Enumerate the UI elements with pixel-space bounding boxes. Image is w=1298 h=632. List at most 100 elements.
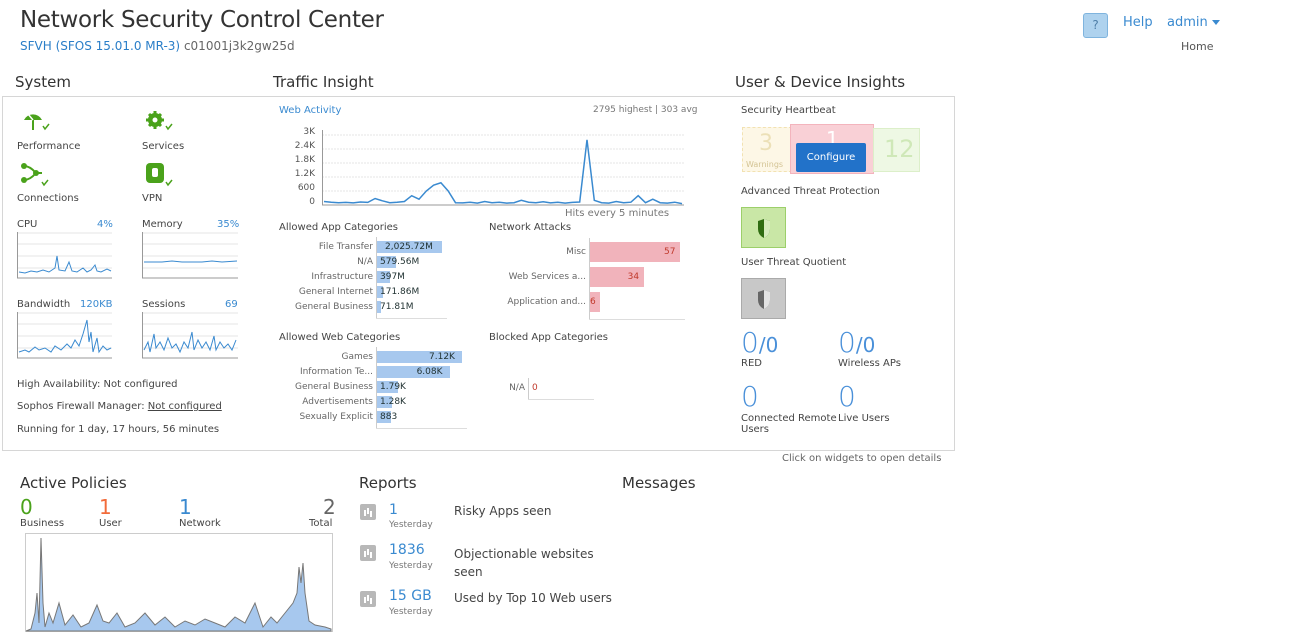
wireless-ap-total: /0 bbox=[855, 333, 876, 357]
category-label: General Internet bbox=[298, 286, 373, 297]
category-bar[interactable] bbox=[377, 366, 450, 378]
report-desc: Risky Apps seen bbox=[454, 504, 552, 518]
category-bar[interactable] bbox=[377, 241, 442, 253]
web-activity-label[interactable]: Web Activity bbox=[279, 105, 342, 116]
category-value: 6 bbox=[590, 296, 596, 307]
memory-sparkline[interactable] bbox=[142, 232, 238, 279]
business-count[interactable]: 0 bbox=[20, 495, 33, 519]
memory-value: 35% bbox=[217, 219, 240, 230]
category-bar[interactable] bbox=[377, 256, 396, 268]
wireless-ap-count: 0 bbox=[838, 326, 856, 359]
lock-icon bbox=[146, 163, 173, 187]
memory-label: Memory bbox=[142, 219, 183, 230]
fw-manager-label: Sophos Firewall Manager: bbox=[17, 401, 148, 412]
category-label: Infrastructure bbox=[311, 271, 373, 282]
bandwidth-sparkline[interactable] bbox=[17, 312, 112, 359]
heartbeat-green-count: 12 bbox=[884, 135, 915, 163]
web-activity-chart[interactable] bbox=[322, 130, 684, 208]
page-title: Network Security Control Center bbox=[20, 7, 384, 33]
utq-tile[interactable] bbox=[741, 278, 786, 319]
connections-widget[interactable] bbox=[20, 162, 60, 192]
services-widget[interactable] bbox=[145, 110, 185, 140]
live-users-count[interactable]: 0 bbox=[838, 380, 856, 413]
category-label: Application and... bbox=[507, 296, 586, 307]
bandwidth-label: Bandwidth bbox=[17, 299, 71, 310]
category-label: N/A bbox=[509, 382, 525, 393]
category-value: 6.08K bbox=[416, 366, 443, 377]
category-value: 0 bbox=[532, 382, 538, 393]
category-value: 1.79K bbox=[380, 381, 406, 392]
vpn-label: VPN bbox=[142, 193, 163, 204]
category-value: 397M bbox=[380, 271, 405, 282]
home-link[interactable]: Home bbox=[1181, 40, 1214, 53]
allowed-web-title: Allowed Web Categories bbox=[279, 332, 401, 343]
widgets-hint: Click on widgets to open details bbox=[782, 453, 942, 464]
category-bar[interactable] bbox=[377, 271, 390, 283]
uptime: Running for 1 day, 17 hours, 56 minutes bbox=[17, 424, 220, 435]
blocked-app-widget[interactable]: Blocked App Categories N/A 0 bbox=[489, 332, 689, 432]
category-baseline bbox=[376, 318, 447, 319]
red-total: /0 bbox=[758, 333, 779, 357]
report-icon bbox=[360, 591, 376, 607]
y-tick: 3K bbox=[303, 127, 315, 137]
category-bar[interactable] bbox=[377, 411, 391, 423]
report-value[interactable]: 15 GB bbox=[389, 588, 432, 604]
remote-users-count[interactable]: 0 bbox=[741, 380, 759, 413]
wireless-ap-label: Wireless APs bbox=[838, 358, 901, 369]
report-desc: Objectionable websites seen bbox=[454, 547, 594, 579]
heartbeat-green-tile[interactable]: 12 bbox=[873, 128, 920, 172]
category-axis bbox=[528, 378, 529, 399]
allowed-web-widget[interactable]: Allowed Web Categories Games 7.12K Informa… bbox=[279, 332, 479, 432]
cpu-sparkline[interactable] bbox=[17, 232, 112, 279]
category-value: 7.12K bbox=[429, 351, 455, 362]
report-period: Yesterday bbox=[389, 561, 433, 571]
category-bar[interactable] bbox=[590, 292, 600, 312]
user-count[interactable]: 1 bbox=[99, 495, 112, 519]
performance-widget[interactable] bbox=[20, 110, 60, 140]
gear-icon bbox=[146, 111, 173, 131]
network-attacks-title: Network Attacks bbox=[489, 222, 572, 233]
category-label: Information Te... bbox=[299, 366, 373, 377]
fw-manager-link[interactable]: Not configured bbox=[147, 401, 222, 412]
sessions-sparkline[interactable] bbox=[142, 312, 238, 359]
configure-button[interactable]: Configure bbox=[796, 143, 866, 172]
help-link[interactable]: Help bbox=[1123, 15, 1153, 30]
category-value: 34 bbox=[627, 271, 640, 282]
performance-icon bbox=[24, 113, 50, 131]
heartbeat-warning-tile[interactable]: 3 Warnings bbox=[742, 127, 792, 172]
shield-icon bbox=[758, 219, 770, 238]
category-bar[interactable] bbox=[377, 351, 462, 363]
category-value: 883 bbox=[380, 411, 398, 422]
category-label: Sexually Explicit bbox=[299, 411, 373, 422]
allowed-app-widget[interactable]: Allowed App Categories File Transfer 2,02… bbox=[279, 222, 479, 322]
vpn-widget[interactable] bbox=[145, 162, 185, 192]
category-bar[interactable] bbox=[377, 301, 381, 313]
category-axis bbox=[376, 347, 377, 428]
category-label: Games bbox=[341, 351, 373, 362]
remote-users-label: Connected Remote Users bbox=[741, 413, 837, 435]
atp-tile[interactable] bbox=[741, 207, 786, 248]
category-axis bbox=[589, 238, 590, 319]
policies-chart[interactable] bbox=[25, 533, 333, 632]
category-bar[interactable] bbox=[590, 267, 644, 287]
user-menu[interactable]: admin bbox=[1167, 15, 1220, 30]
red-widget[interactable]: 0/0 bbox=[741, 326, 778, 359]
bandwidth-value: 120KB bbox=[80, 299, 113, 310]
network-count[interactable]: 1 bbox=[179, 495, 192, 519]
business-label: Business bbox=[20, 518, 65, 529]
category-bar[interactable] bbox=[590, 242, 680, 262]
report-value[interactable]: 1836 bbox=[389, 542, 425, 558]
report-value[interactable]: 1 bbox=[389, 502, 398, 518]
network-attacks-widget[interactable]: Network Attacks Misc 57 Web Services a... 3… bbox=[489, 222, 689, 322]
wireless-ap-widget[interactable]: 0/0 bbox=[838, 326, 875, 359]
active-policies-heading: Active Policies bbox=[20, 474, 127, 492]
category-bar[interactable] bbox=[377, 286, 383, 298]
category-bar[interactable] bbox=[377, 381, 399, 393]
system-heading: System bbox=[15, 73, 71, 91]
category-bar[interactable] bbox=[377, 396, 393, 408]
category-baseline bbox=[589, 319, 685, 320]
category-label: General Business bbox=[294, 381, 373, 392]
category-value: 71.81M bbox=[380, 301, 414, 312]
help-question-button[interactable]: ? bbox=[1083, 13, 1108, 38]
services-label: Services bbox=[142, 141, 185, 152]
